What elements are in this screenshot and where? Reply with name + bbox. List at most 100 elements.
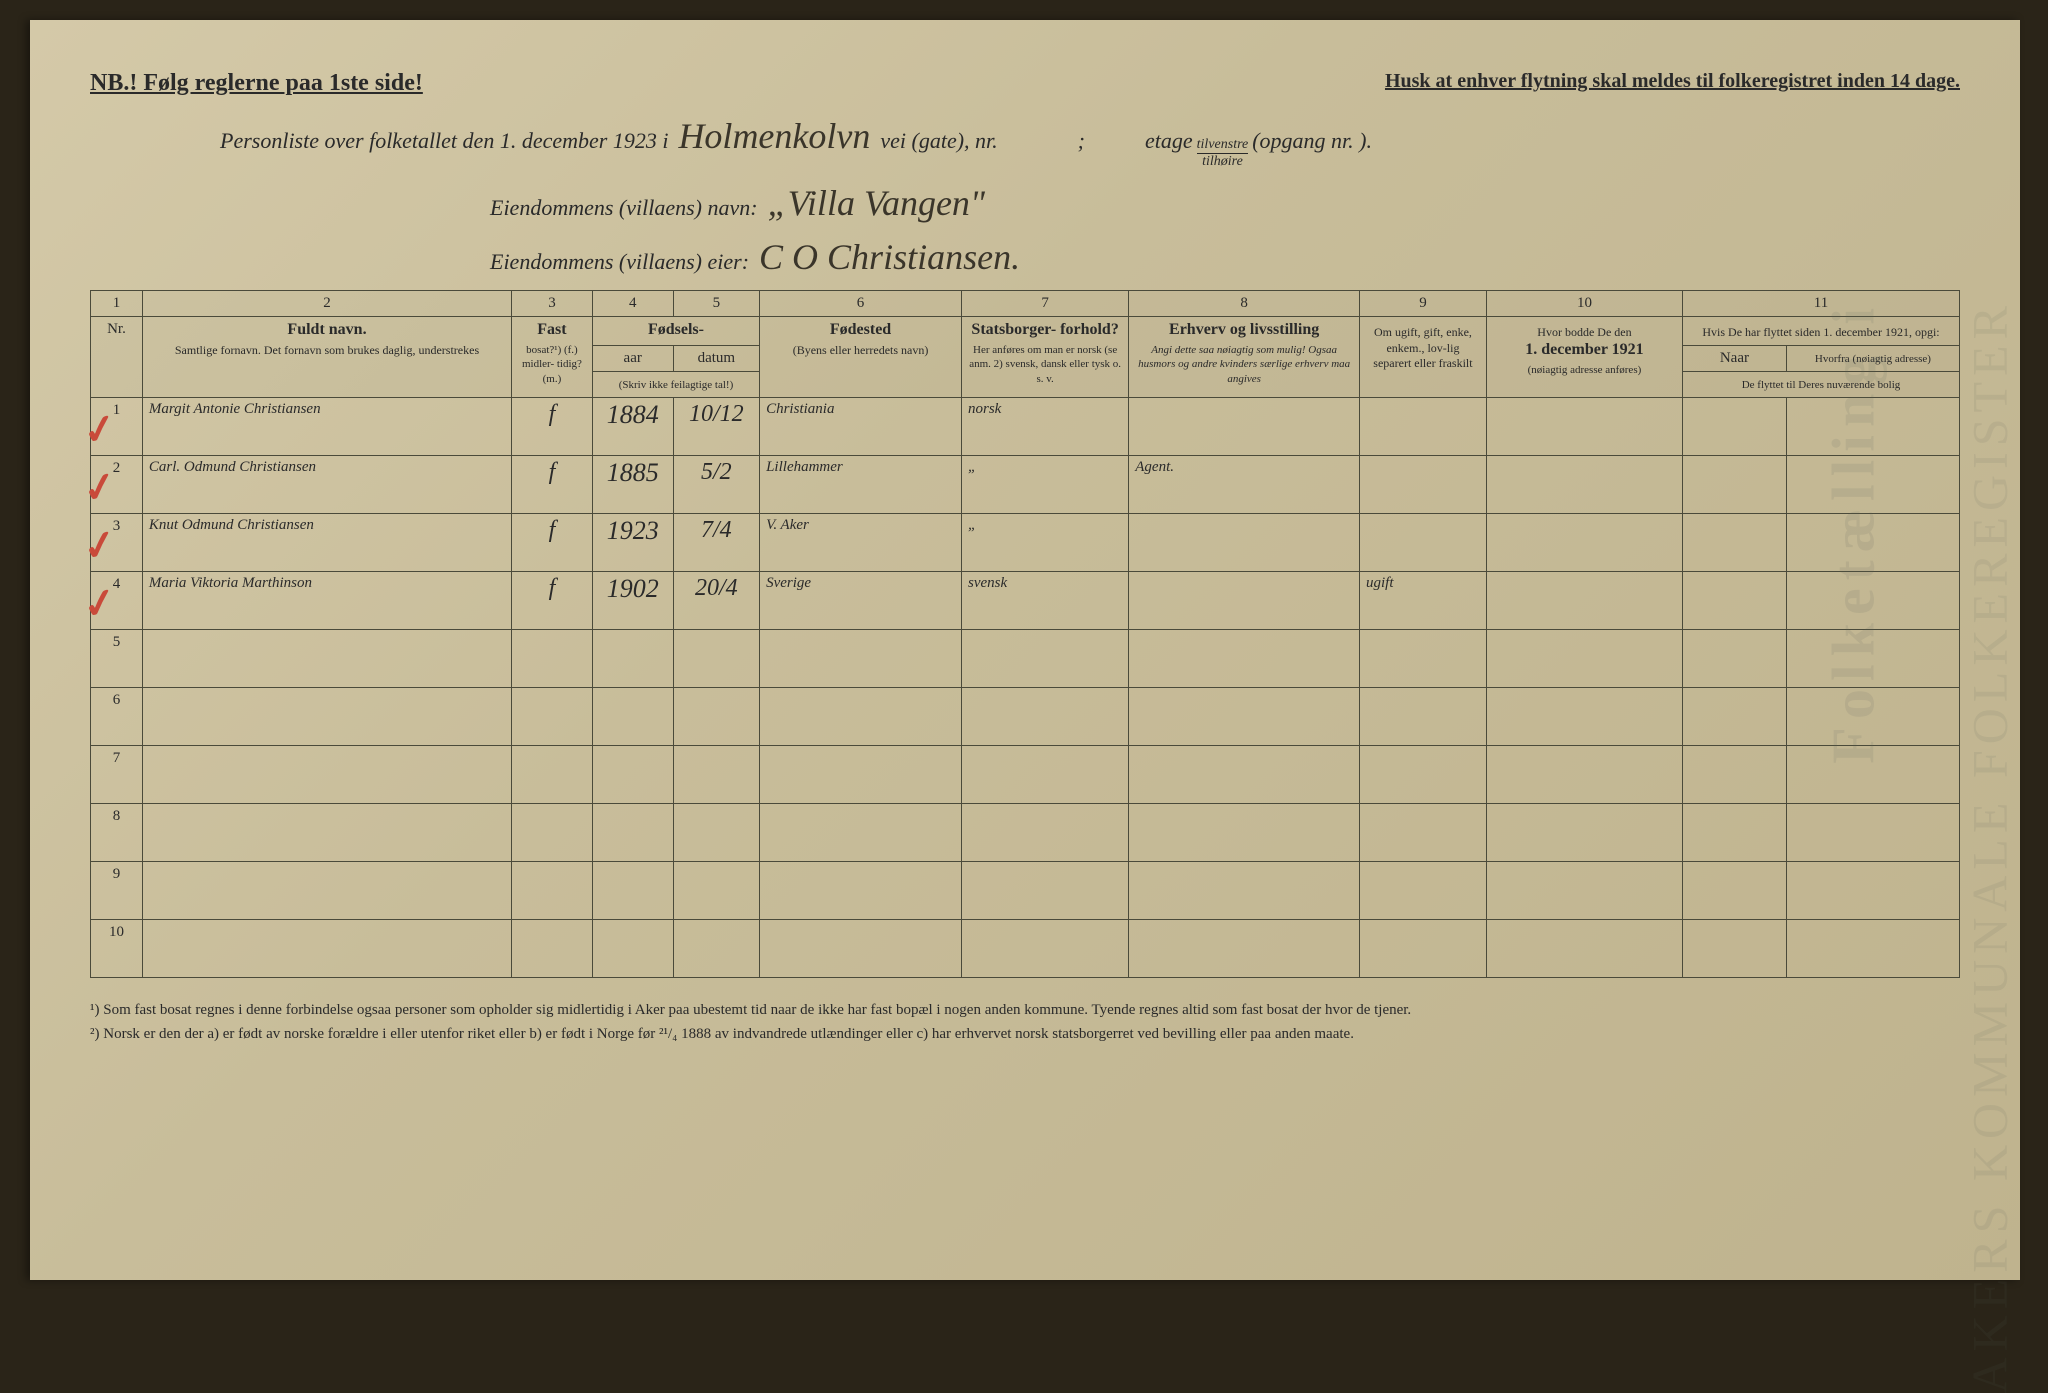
hdr-birth-sub: (Skriv ikke feilagtige tal!): [592, 371, 759, 397]
hdr-name-main: Fuldt navn.: [287, 321, 366, 338]
cell-name: Margit Antonie Christiansen: [142, 397, 511, 455]
colnum-1: 1: [91, 291, 143, 317]
hdr-1921-a: Hvor bodde De den: [1493, 325, 1676, 341]
cell: 10: [91, 919, 143, 977]
hdr-moved-sub: De flyttet til Deres nuværende bolig: [1683, 371, 1960, 397]
hdr-birth-dt: datum: [673, 345, 760, 371]
cell-occupation: [1129, 687, 1360, 745]
cell: ✓4: [91, 571, 143, 629]
cell-fast: [512, 745, 593, 803]
cell-name: [142, 745, 511, 803]
cell-birthplace: Sverige: [760, 571, 962, 629]
row-number: 6: [113, 692, 121, 708]
owner-handwritten: C O Christiansen.: [759, 236, 1020, 278]
cell-date: 7/4: [673, 513, 760, 571]
hdr-citz: Statsborger- forhold? Her anføres om man…: [961, 317, 1128, 398]
footnotes: ¹) Som fast bosat regnes i denne forbind…: [90, 998, 1960, 1046]
table-header: 1 2 3 4 5 6 7 8 9 10 11 Nr. Fuldt navn. …: [91, 291, 1960, 398]
row-number: 5: [113, 634, 121, 650]
cell-addr1921: [1486, 745, 1682, 803]
street-handwritten: Holmenkolvn: [678, 115, 870, 157]
footnote-1: ¹) Som fast bosat regnes i denne forbind…: [90, 998, 1960, 1022]
table-row: 10: [91, 919, 1960, 977]
cell-moved-when: [1683, 455, 1787, 513]
cell-date: [673, 687, 760, 745]
footnote-2: ²) Norsk er den der a) er født av norske…: [90, 1022, 1960, 1046]
cell-name: [142, 687, 511, 745]
hdr-birth-yr: aar: [592, 345, 673, 371]
cell-citizenship: norsk: [961, 397, 1128, 455]
cell: 7: [91, 745, 143, 803]
cell-marital: [1360, 861, 1487, 919]
cell-fast: f: [512, 513, 593, 571]
owner-label: Eiendommens (villaens) eier:: [490, 249, 749, 275]
form-header: Personliste over folketallet den 1. dece…: [220, 115, 1960, 278]
cell-addr1921: [1486, 919, 1682, 977]
cell-year: 1885: [592, 455, 673, 513]
cell-year: [592, 861, 673, 919]
hdr-nr: Nr.: [91, 317, 143, 398]
cell: 6: [91, 687, 143, 745]
cell-year: [592, 919, 673, 977]
header-line-2: Eiendommens (villaens) navn: „Villa Vang…: [490, 182, 1960, 224]
cell-marital: [1360, 803, 1487, 861]
cell-fast: [512, 803, 593, 861]
cell-moved-from: [1786, 397, 1959, 455]
colnum-5: 5: [673, 291, 760, 317]
cell-fast: [512, 629, 593, 687]
cell-birthplace: [760, 803, 962, 861]
hdr-moved-from: Hvorfra (nøiagtig adresse): [1786, 345, 1959, 371]
cell-date: [673, 861, 760, 919]
hdr-fast: Fast bosat?¹) (f.) midler- tidig? (m.): [512, 317, 593, 398]
table-row: 9: [91, 861, 1960, 919]
cell-occupation: [1129, 629, 1360, 687]
hdr-1921: Hvor bodde De den 1. december 1921 (nøia…: [1486, 317, 1682, 398]
villa-label: Eiendommens (villaens) navn:: [490, 195, 758, 221]
header-line-3: Eiendommens (villaens) eier: C O Christi…: [490, 236, 1960, 278]
cell-fast: [512, 919, 593, 977]
cell-birthplace: V. Aker: [760, 513, 962, 571]
header-printed-1b: vei (gate), nr.: [880, 128, 997, 154]
cell-marital: [1360, 919, 1487, 977]
cell-citizenship: [961, 745, 1128, 803]
cell-citizenship: [961, 861, 1128, 919]
hdr-fast-sub: bosat?¹) (f.) midler- tidig? (m.): [518, 343, 586, 386]
colnum-6: 6: [760, 291, 962, 317]
hdr-birth-sub-txt: (Skriv ikke feilagtige tal!): [619, 379, 734, 391]
cell-addr1921: [1486, 629, 1682, 687]
nb-notice: NB.! Følg reglerne paa 1ste side!: [90, 70, 423, 97]
table-row: ✓4Maria Viktoria Marthinsonf190220/4Sver…: [91, 571, 1960, 629]
cell-birthplace: Christiania: [760, 397, 962, 455]
cell-fast: f: [512, 571, 593, 629]
row-number: 9: [113, 866, 121, 882]
cell-citizenship: [961, 919, 1128, 977]
hdr-1921-b: 1. december 1921: [1525, 341, 1643, 358]
hdr-moved-when: Naar: [1683, 345, 1787, 371]
etage-top: tilvenstre: [1197, 137, 1249, 154]
cell-citizenship: [961, 687, 1128, 745]
cell-occupation: [1129, 571, 1360, 629]
column-header-row-1: Nr. Fuldt navn. Samtlige fornavn. Det fo…: [91, 317, 1960, 346]
hdr-mar-main: Om ugift, gift, enke, enkem., lov-lig se…: [1366, 325, 1480, 372]
hdr-occ: Erhverv og livsstilling Angi dette saa n…: [1129, 317, 1360, 398]
husk-notice: Husk at enhver flytning skal meldes til …: [1385, 70, 1960, 97]
cell: 9: [91, 861, 143, 919]
header-printed-1d: (opgang nr. ).: [1252, 128, 1372, 154]
hdr-fast-main: Fast: [537, 321, 566, 338]
cell-moved-from: [1786, 861, 1959, 919]
cell-moved-when: [1683, 687, 1787, 745]
cell-moved-when: [1683, 397, 1787, 455]
cell-addr1921: [1486, 687, 1682, 745]
hdr-1921-sub: (nøiagtig adresse anføres): [1493, 363, 1676, 377]
cell-marital: [1360, 687, 1487, 745]
cell-birthplace: [760, 687, 962, 745]
table-row: 8: [91, 803, 1960, 861]
cell-addr1921: [1486, 455, 1682, 513]
row-number: 7: [113, 750, 121, 766]
cell-addr1921: [1486, 513, 1682, 571]
cell-year: [592, 803, 673, 861]
hdr-name: Fuldt navn. Samtlige fornavn. Det fornav…: [142, 317, 511, 398]
colnum-3: 3: [512, 291, 593, 317]
cell-occupation: [1129, 803, 1360, 861]
colnum-11: 11: [1683, 291, 1960, 317]
